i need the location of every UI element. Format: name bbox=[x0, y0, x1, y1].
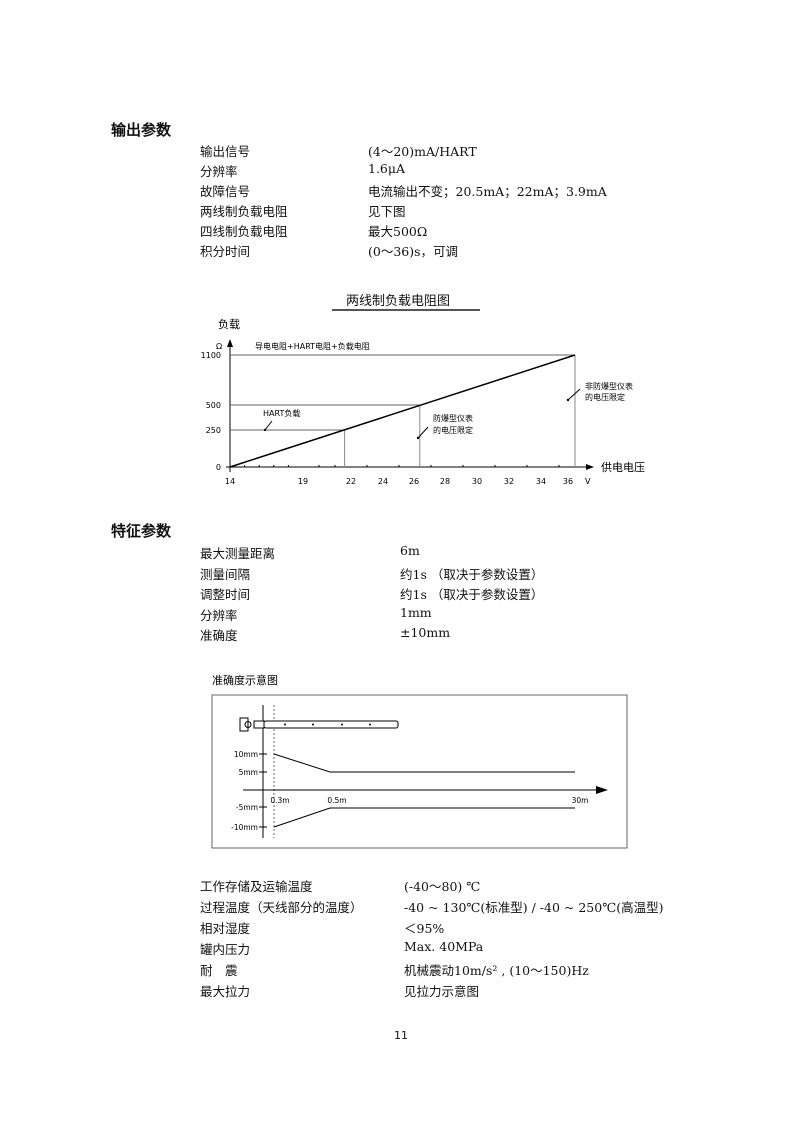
param-value: 见下图 bbox=[368, 204, 406, 219]
x-axis-label: 供电电压 bbox=[601, 460, 645, 474]
param-label: 最大拉力 bbox=[200, 984, 251, 999]
param-label: 准确度 bbox=[200, 628, 238, 643]
load-resistance-chart: 负载 Ω 供电电压 V 14 19 22 24 26 28 30 32 34 36 0 250 500 1100 导… bbox=[201, 317, 645, 486]
param-value: 约1s （取决于参数设置） bbox=[400, 566, 544, 582]
leader bbox=[567, 388, 581, 401]
param-label: 两线制负载电阻 bbox=[200, 204, 288, 219]
param-label: 调整时间 bbox=[200, 587, 251, 602]
series-label: 导电电阻+HART电阻+负载电阻 bbox=[255, 341, 370, 351]
param-label: 测量间隔 bbox=[200, 566, 251, 582]
annotation-nonex: 的电压限定 bbox=[585, 392, 625, 402]
y-tick-label: 5mm bbox=[239, 768, 258, 777]
param-value: 1mm bbox=[400, 604, 432, 620]
marker-dot bbox=[416, 436, 420, 440]
param-label: 耐 震 bbox=[200, 963, 238, 978]
param-value: (0～36)s，可调 bbox=[368, 244, 459, 259]
param-value: ＜95% bbox=[404, 921, 445, 936]
leader bbox=[264, 420, 273, 431]
param-value: 机械震动10m/s² , (10～150)Hz bbox=[404, 963, 589, 978]
x-tick-label: 32 bbox=[504, 477, 514, 486]
param-value: ±10mm bbox=[400, 625, 451, 640]
param-label: 分辨率 bbox=[200, 164, 238, 179]
y-tick-label: -5mm bbox=[236, 803, 258, 812]
leader bbox=[417, 426, 429, 439]
probe-head-icon bbox=[239, 717, 249, 732]
probe-rod-icon bbox=[263, 720, 399, 729]
param-value: 最大500Ω bbox=[368, 224, 428, 239]
chart-frame bbox=[211, 694, 628, 849]
x-tick-label: 30m bbox=[572, 796, 589, 805]
section-heading-output: 输出参数 bbox=[111, 121, 172, 139]
section-heading-features: 特征参数 bbox=[111, 522, 172, 540]
param-label: 罐内压力 bbox=[200, 942, 251, 957]
x-tick-label: 26 bbox=[409, 477, 419, 486]
param-label: 积分时间 bbox=[200, 244, 251, 259]
page-number: 11 bbox=[394, 1029, 408, 1042]
param-label: 四线制负载电阻 bbox=[200, 224, 288, 239]
y-tick-label: 10mm bbox=[234, 750, 258, 759]
param-label: 相对湿度 bbox=[200, 921, 251, 936]
param-label: 过程温度（天线部分的温度） bbox=[200, 900, 363, 915]
upper-accuracy-line bbox=[273, 753, 575, 773]
param-label: 输出信号 bbox=[200, 144, 251, 159]
probe-dot bbox=[341, 723, 343, 726]
marker-dot bbox=[566, 398, 570, 402]
accuracy-chart: 准确度示意图 10mm 5mm -5mm -10mm 0.3m 0.5m 30m bbox=[211, 673, 628, 849]
chart-title-accuracy: 准确度示意图 bbox=[212, 673, 278, 687]
param-value: Max. 40MPa bbox=[404, 939, 484, 954]
probe-flange-icon bbox=[244, 721, 252, 728]
y-axis-arrow bbox=[227, 339, 233, 347]
annotation-ex: 的电压限定 bbox=[433, 425, 473, 435]
x-tick-label: 22 bbox=[346, 477, 356, 486]
load-line bbox=[229, 354, 576, 468]
param-value: 6m bbox=[400, 543, 420, 558]
param-label: 故障信号 bbox=[200, 184, 251, 199]
x-tick-label: 34 bbox=[536, 477, 546, 486]
chart-title-load: 两线制负载电阻图 bbox=[346, 294, 451, 309]
param-value: 约1s （取决于参数设置） bbox=[400, 587, 544, 602]
x-tick-label: 30 bbox=[472, 477, 482, 486]
x-tick-label: 19 bbox=[298, 477, 308, 486]
title-underline bbox=[332, 309, 480, 311]
probe-dot bbox=[369, 723, 371, 726]
annotation-hart: HART负载 bbox=[263, 408, 300, 418]
probe-dot bbox=[312, 723, 314, 726]
x-tick-label: 28 bbox=[440, 477, 450, 486]
x-unit: V bbox=[585, 477, 591, 486]
y-tick-label: 250 bbox=[206, 426, 221, 435]
annotation-ex: 防爆型仪表 bbox=[433, 413, 473, 423]
param-value: 1.6μA bbox=[368, 161, 406, 176]
y-tick-label: -10mm bbox=[231, 823, 258, 832]
param-value: 电流输出不变；20.5mA；22mA；3.9mA bbox=[368, 184, 607, 199]
param-value: -40 ~ 130℃(标准型) / -40 ~ 250℃(高温型) bbox=[404, 900, 664, 915]
y-tick-label: 0 bbox=[216, 463, 221, 472]
x-tick-label: 36 bbox=[563, 477, 573, 486]
x-tick-label: 0.3m bbox=[270, 796, 289, 805]
lower-accuracy-line bbox=[273, 807, 575, 828]
annotation-nonex: 非防爆型仪表 bbox=[585, 381, 633, 391]
param-label: 最大测量距离 bbox=[200, 546, 276, 561]
marker-dot bbox=[263, 428, 267, 432]
param-label: 工作存储及运输温度 bbox=[200, 879, 313, 894]
param-value: 见拉力示意图 bbox=[404, 984, 480, 999]
x-tick-label: 14 bbox=[225, 477, 235, 486]
param-label: 分辨率 bbox=[200, 607, 238, 623]
probe-dot bbox=[284, 723, 286, 726]
x-axis-arrow bbox=[586, 464, 594, 470]
x-tick-label: 24 bbox=[378, 477, 388, 486]
param-value: (4～20)mA/HART bbox=[368, 144, 477, 159]
x-tick-label: 0.5m bbox=[327, 796, 346, 805]
y-tick-label: 1100 bbox=[201, 351, 221, 360]
x-axis-arrow bbox=[596, 786, 608, 794]
y-tick-label: 500 bbox=[206, 401, 221, 410]
y-axis-label: 负载 bbox=[218, 317, 240, 331]
probe-thread-icon bbox=[253, 720, 265, 729]
y-unit: Ω bbox=[216, 342, 222, 351]
param-value: (-40～80) ℃ bbox=[404, 879, 481, 894]
